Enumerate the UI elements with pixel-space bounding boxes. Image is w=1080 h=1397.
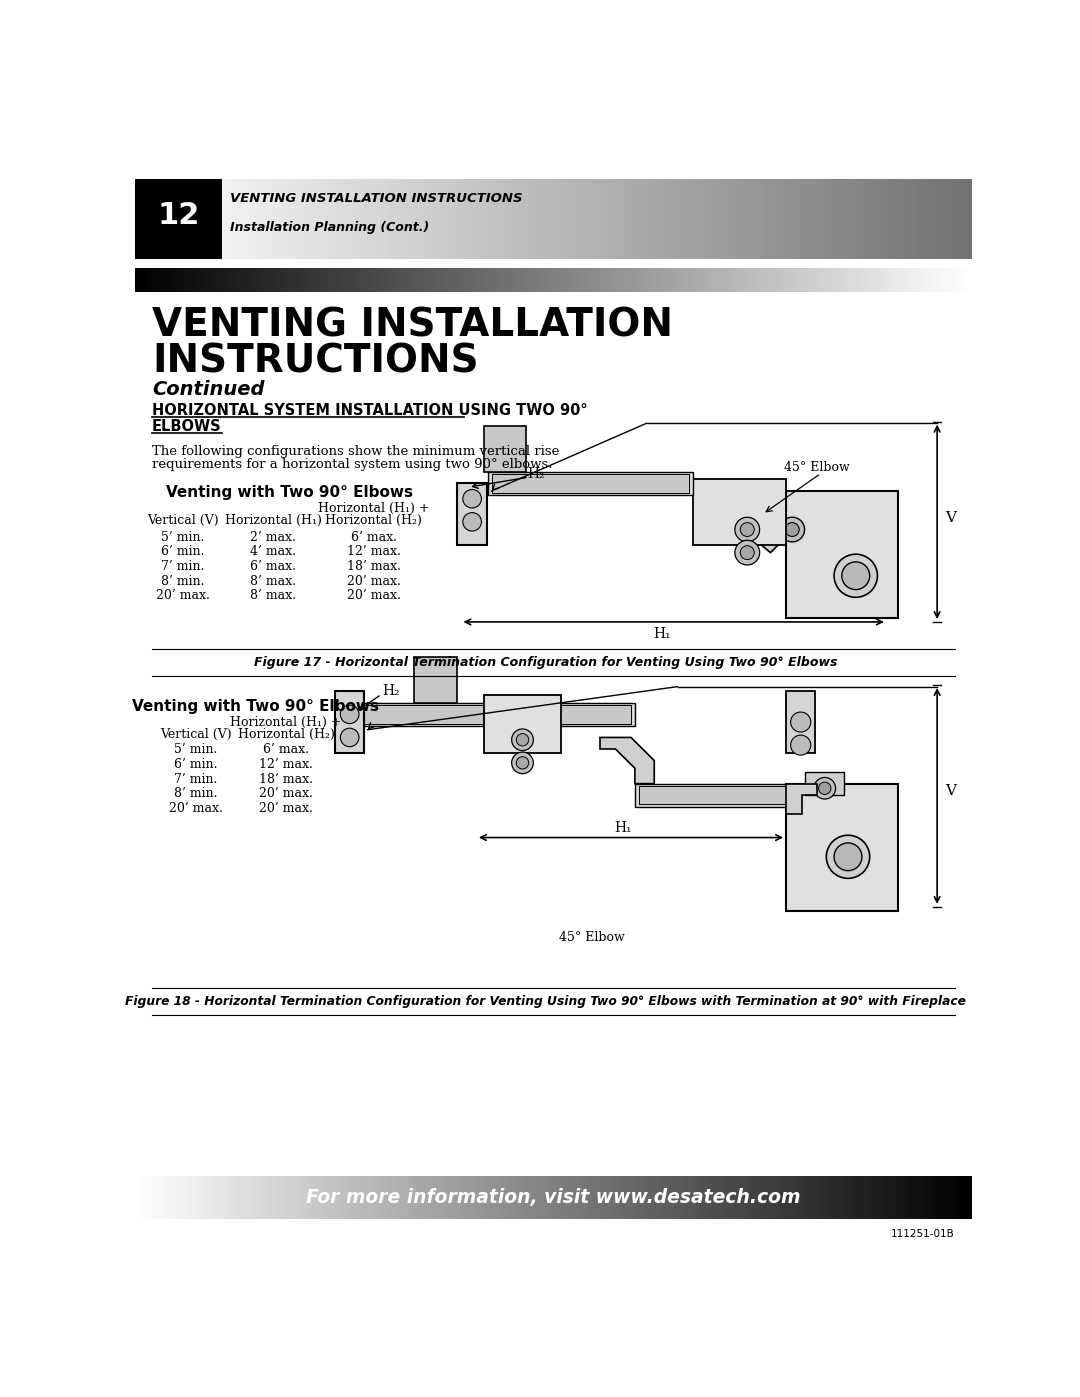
Circle shape [734,517,759,542]
Circle shape [791,712,811,732]
Circle shape [814,778,836,799]
Circle shape [740,546,754,560]
Circle shape [740,522,754,536]
Text: HORIZONTAL SYSTEM INSTALLATION USING TWO 90°: HORIZONTAL SYSTEM INSTALLATION USING TWO… [152,404,588,419]
Text: 45° Elbow: 45° Elbow [784,461,850,475]
Bar [360,705,631,724]
Bar [414,657,457,703]
Text: 6’ min.: 6’ min. [174,759,217,771]
Bar [786,490,899,617]
Text: 20’ max.: 20’ max. [168,802,222,814]
Text: 18’ max.: 18’ max. [259,773,313,785]
Text: 12: 12 [158,201,200,231]
Bar [488,472,693,495]
Text: 18’ max.: 18’ max. [347,560,401,573]
Circle shape [340,705,359,724]
Bar [335,692,364,753]
Polygon shape [786,784,816,814]
Circle shape [819,782,831,795]
Text: 20’ max.: 20’ max. [259,802,313,814]
Text: V: V [945,784,956,798]
Text: 12’ max.: 12’ max. [259,759,313,771]
Text: Venting with Two 90° Elbows: Venting with Two 90° Elbows [132,698,379,714]
Circle shape [463,489,482,509]
Bar [491,474,689,493]
Text: Horizontal (H₁) +: Horizontal (H₁) + [230,715,342,729]
Text: Installation Planning (Cont.): Installation Planning (Cont.) [230,221,429,235]
Circle shape [516,757,529,768]
Text: 8’ max.: 8’ max. [249,574,296,588]
Circle shape [834,842,862,870]
Circle shape [780,517,805,542]
Text: 8’ max.: 8’ max. [249,590,296,602]
Bar [806,773,845,795]
Text: 6’ max.: 6’ max. [264,743,309,756]
Text: Horizontal (H₂): Horizontal (H₂) [325,514,422,527]
Text: 2’ max.: 2’ max. [249,531,296,543]
Circle shape [516,733,529,746]
Text: Figure 18 - Horizontal Termination Configuration for Venting Using Two 90° Elbow: Figure 18 - Horizontal Termination Confi… [125,995,967,1009]
Text: Venting with Two 90° Elbows: Venting with Two 90° Elbows [166,485,414,500]
Text: H₁: H₁ [615,821,632,835]
Text: H₁: H₁ [653,627,671,641]
Bar [458,483,487,545]
Text: Horizontal (H₁): Horizontal (H₁) [225,514,322,527]
Bar [786,692,815,753]
Text: 7’ min.: 7’ min. [161,560,205,573]
Text: H₂: H₂ [382,685,400,698]
Text: 6’ max.: 6’ max. [249,560,296,573]
Text: Figure 17 - Horizontal Termination Configuration for Venting Using Two 90° Elbow: Figure 17 - Horizontal Termination Confi… [254,657,837,669]
Text: 8’ min.: 8’ min. [161,574,205,588]
Bar [638,787,786,805]
Polygon shape [740,499,782,553]
Bar [693,479,786,545]
Circle shape [826,835,869,879]
Circle shape [340,728,359,746]
Text: Horizontal (H₂): Horizontal (H₂) [238,728,335,740]
Text: INSTRUCTIONS: INSTRUCTIONS [152,342,478,380]
Text: The following configurations show the minimum vertical rise: The following configurations show the mi… [152,444,559,457]
Text: H₂: H₂ [528,467,545,481]
Text: requirements for a horizontal system using two 90° elbows.: requirements for a horizontal system usi… [152,458,553,471]
Circle shape [791,735,811,756]
Text: For more information, visit www.desatech.com: For more information, visit www.desatech… [307,1187,800,1207]
Text: 4’ max.: 4’ max. [249,545,296,559]
Text: 6’ min.: 6’ min. [161,545,205,559]
Bar [484,426,526,472]
Text: Vertical (V): Vertical (V) [147,514,219,527]
Circle shape [734,541,759,564]
Text: 45° Elbow: 45° Elbow [559,932,625,944]
Bar [786,784,899,911]
Text: 12’ max.: 12’ max. [347,545,401,559]
Text: 20’ max.: 20’ max. [259,787,313,800]
Bar [484,696,562,753]
Text: 111251-01B: 111251-01B [891,1229,955,1239]
Circle shape [834,555,877,598]
Text: Horizontal (H₁) +: Horizontal (H₁) + [318,502,430,514]
Text: Continued: Continued [152,380,265,400]
Bar [635,784,789,806]
Bar [135,179,221,258]
Circle shape [512,729,534,750]
Circle shape [785,522,799,536]
Text: 7’ min.: 7’ min. [174,773,217,785]
Circle shape [463,513,482,531]
Bar [356,703,635,726]
Text: 20’ max.: 20’ max. [347,574,401,588]
Text: 8’ min.: 8’ min. [174,787,217,800]
Text: Vertical (V): Vertical (V) [160,728,231,740]
Text: 5’ min.: 5’ min. [161,531,205,543]
Text: VENTING INSTALLATION INSTRUCTIONS: VENTING INSTALLATION INSTRUCTIONS [230,191,522,205]
Text: 6’ max.: 6’ max. [351,531,396,543]
Text: ELBOWS: ELBOWS [152,419,221,434]
Text: V: V [945,511,956,525]
Circle shape [841,562,869,590]
Text: 20’ max.: 20’ max. [157,590,210,602]
Text: VENTING INSTALLATION: VENTING INSTALLATION [152,306,673,345]
Circle shape [512,752,534,774]
Text: 5’ min.: 5’ min. [174,743,217,756]
Polygon shape [600,738,654,784]
Text: 20’ max.: 20’ max. [347,590,401,602]
